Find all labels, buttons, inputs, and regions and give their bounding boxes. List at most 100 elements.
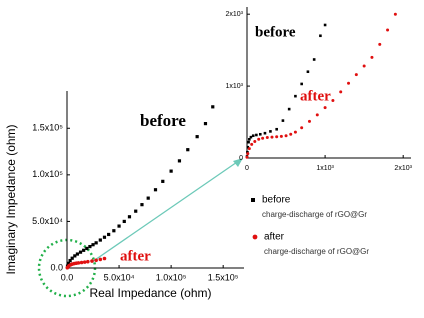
point: [146, 196, 150, 200]
point: [339, 90, 343, 94]
point: [257, 137, 261, 141]
y-axis-title: Imaginary Impedance (ohm): [4, 124, 18, 274]
point: [315, 113, 319, 117]
point: [294, 94, 297, 98]
point: [117, 224, 121, 228]
point: [82, 260, 87, 264]
point: [275, 127, 278, 131]
point: [319, 34, 322, 38]
zoom-arrow: [91, 159, 241, 263]
point: [293, 130, 297, 134]
point: [307, 119, 311, 123]
x-axis-title: Real Impedance (ohm): [89, 286, 211, 300]
point: [246, 145, 250, 149]
annotation: after: [120, 248, 151, 264]
y-tick-label: 0.0: [50, 262, 63, 272]
point: [102, 235, 107, 239]
point: [98, 238, 102, 242]
point: [82, 248, 86, 252]
point: [85, 246, 89, 251]
y-tick-label: 1.0x10⁵: [32, 169, 63, 179]
point: [279, 134, 283, 138]
point: [90, 259, 94, 263]
y-tick-label: 1.5x10⁵: [32, 123, 63, 133]
point: [347, 81, 351, 85]
point: [68, 258, 72, 263]
point: [287, 107, 291, 111]
point: [91, 243, 95, 247]
point: [261, 136, 265, 140]
point: [300, 126, 304, 130]
legend-note: charge-discharge of rGO@Gr: [262, 210, 367, 219]
x-tick-label: 5.0x10⁴: [104, 272, 135, 282]
legend-label: after: [264, 232, 285, 243]
legend-note: charge-discharge of rGO@Gr: [264, 247, 369, 256]
legend-label: before: [262, 195, 291, 206]
point: [140, 203, 144, 207]
point: [94, 258, 98, 263]
point: [393, 12, 397, 16]
point: [247, 140, 250, 144]
point: [122, 219, 126, 224]
point: [270, 135, 274, 139]
point: [265, 136, 269, 140]
point: [94, 241, 98, 245]
x-tick-label: 2x10³: [394, 165, 412, 172]
point: [275, 135, 279, 139]
point: [79, 260, 84, 265]
point: [331, 98, 335, 102]
x-tick-label: 1.5x10⁵: [208, 272, 239, 282]
point: [250, 142, 254, 146]
point: [323, 23, 327, 27]
point: [248, 138, 251, 141]
point: [323, 106, 327, 110]
point: [246, 152, 250, 156]
point: [169, 169, 173, 173]
annotation: before: [140, 111, 186, 130]
point: [251, 134, 255, 138]
point: [73, 254, 77, 258]
point: [177, 159, 182, 163]
point: [107, 232, 111, 237]
point: [378, 42, 382, 46]
point: [112, 229, 116, 233]
point: [247, 147, 251, 151]
point: [88, 244, 92, 249]
point: [211, 105, 215, 109]
point: [153, 188, 158, 192]
point: [281, 119, 285, 122]
point: [300, 82, 303, 86]
point: [258, 132, 262, 136]
point: [362, 64, 366, 68]
arrow-head: [233, 158, 243, 167]
point: [354, 73, 358, 77]
point: [284, 134, 288, 138]
point: [370, 55, 374, 59]
x-tick-label: 1.0x10⁵: [156, 272, 187, 282]
y-tick-label: 5.0x10⁴: [32, 216, 63, 226]
point: [75, 252, 80, 256]
point: [386, 28, 390, 32]
x-tick-label: 1x10³: [316, 165, 334, 172]
x-tick-label: 0.0: [61, 272, 74, 282]
point: [76, 261, 81, 265]
point: [203, 122, 208, 126]
point: [269, 130, 272, 133]
y-tick-label: 1x10³: [225, 83, 243, 90]
annotation: after: [300, 88, 331, 104]
point: [253, 139, 257, 143]
point: [312, 58, 316, 61]
point: [102, 256, 107, 261]
point: [161, 179, 165, 183]
point: [127, 215, 132, 219]
point: [78, 250, 83, 254]
x-tick-label: 0: [245, 165, 249, 172]
point: [70, 256, 74, 260]
point: [289, 132, 293, 136]
point: [249, 135, 253, 139]
y-tick-label: 0: [239, 155, 243, 162]
point: [306, 70, 310, 74]
legend-marker: [251, 198, 255, 202]
point: [263, 131, 267, 135]
